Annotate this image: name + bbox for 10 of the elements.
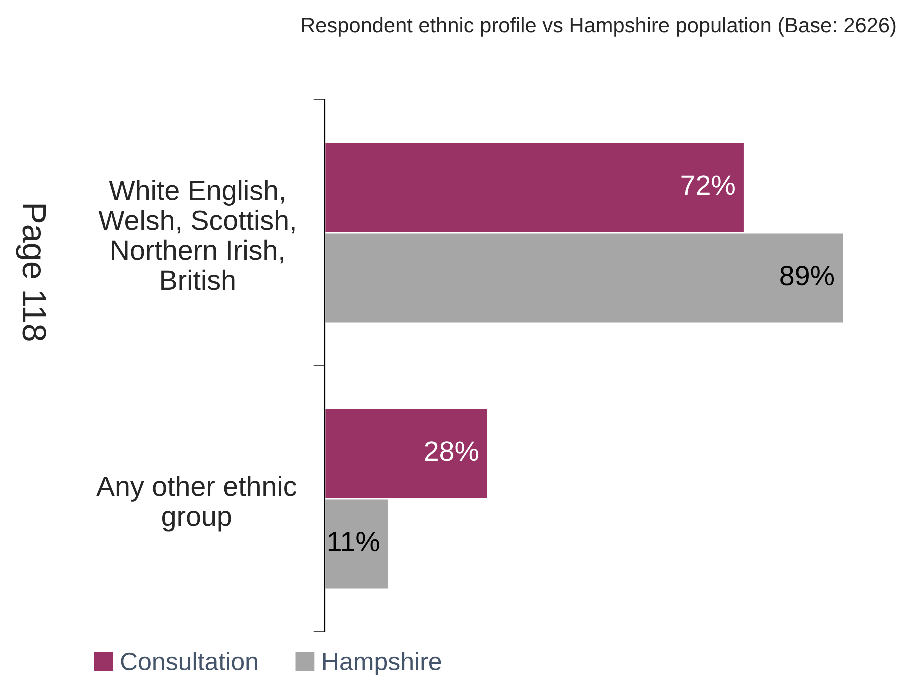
legend-label: Consultation: [121, 652, 258, 671]
y-tick-label: Any other ethnic group: [96, 476, 296, 532]
legend-label: Hampshire: [324, 652, 442, 676]
data-label: 28%: [425, 442, 478, 462]
y-tick-label: White English, Welsh, Scottish, Northern Irish, British: [98, 180, 295, 290]
data-label: 11%: [328, 532, 380, 552]
text: Page 118: [16, 204, 46, 341]
chart-title: Respondent ethnic profile vs Hampshire population (Base: 2626): [302, 17, 896, 37]
data-label: 72%: [682, 176, 735, 196]
data-label: 89%: [780, 266, 834, 286]
